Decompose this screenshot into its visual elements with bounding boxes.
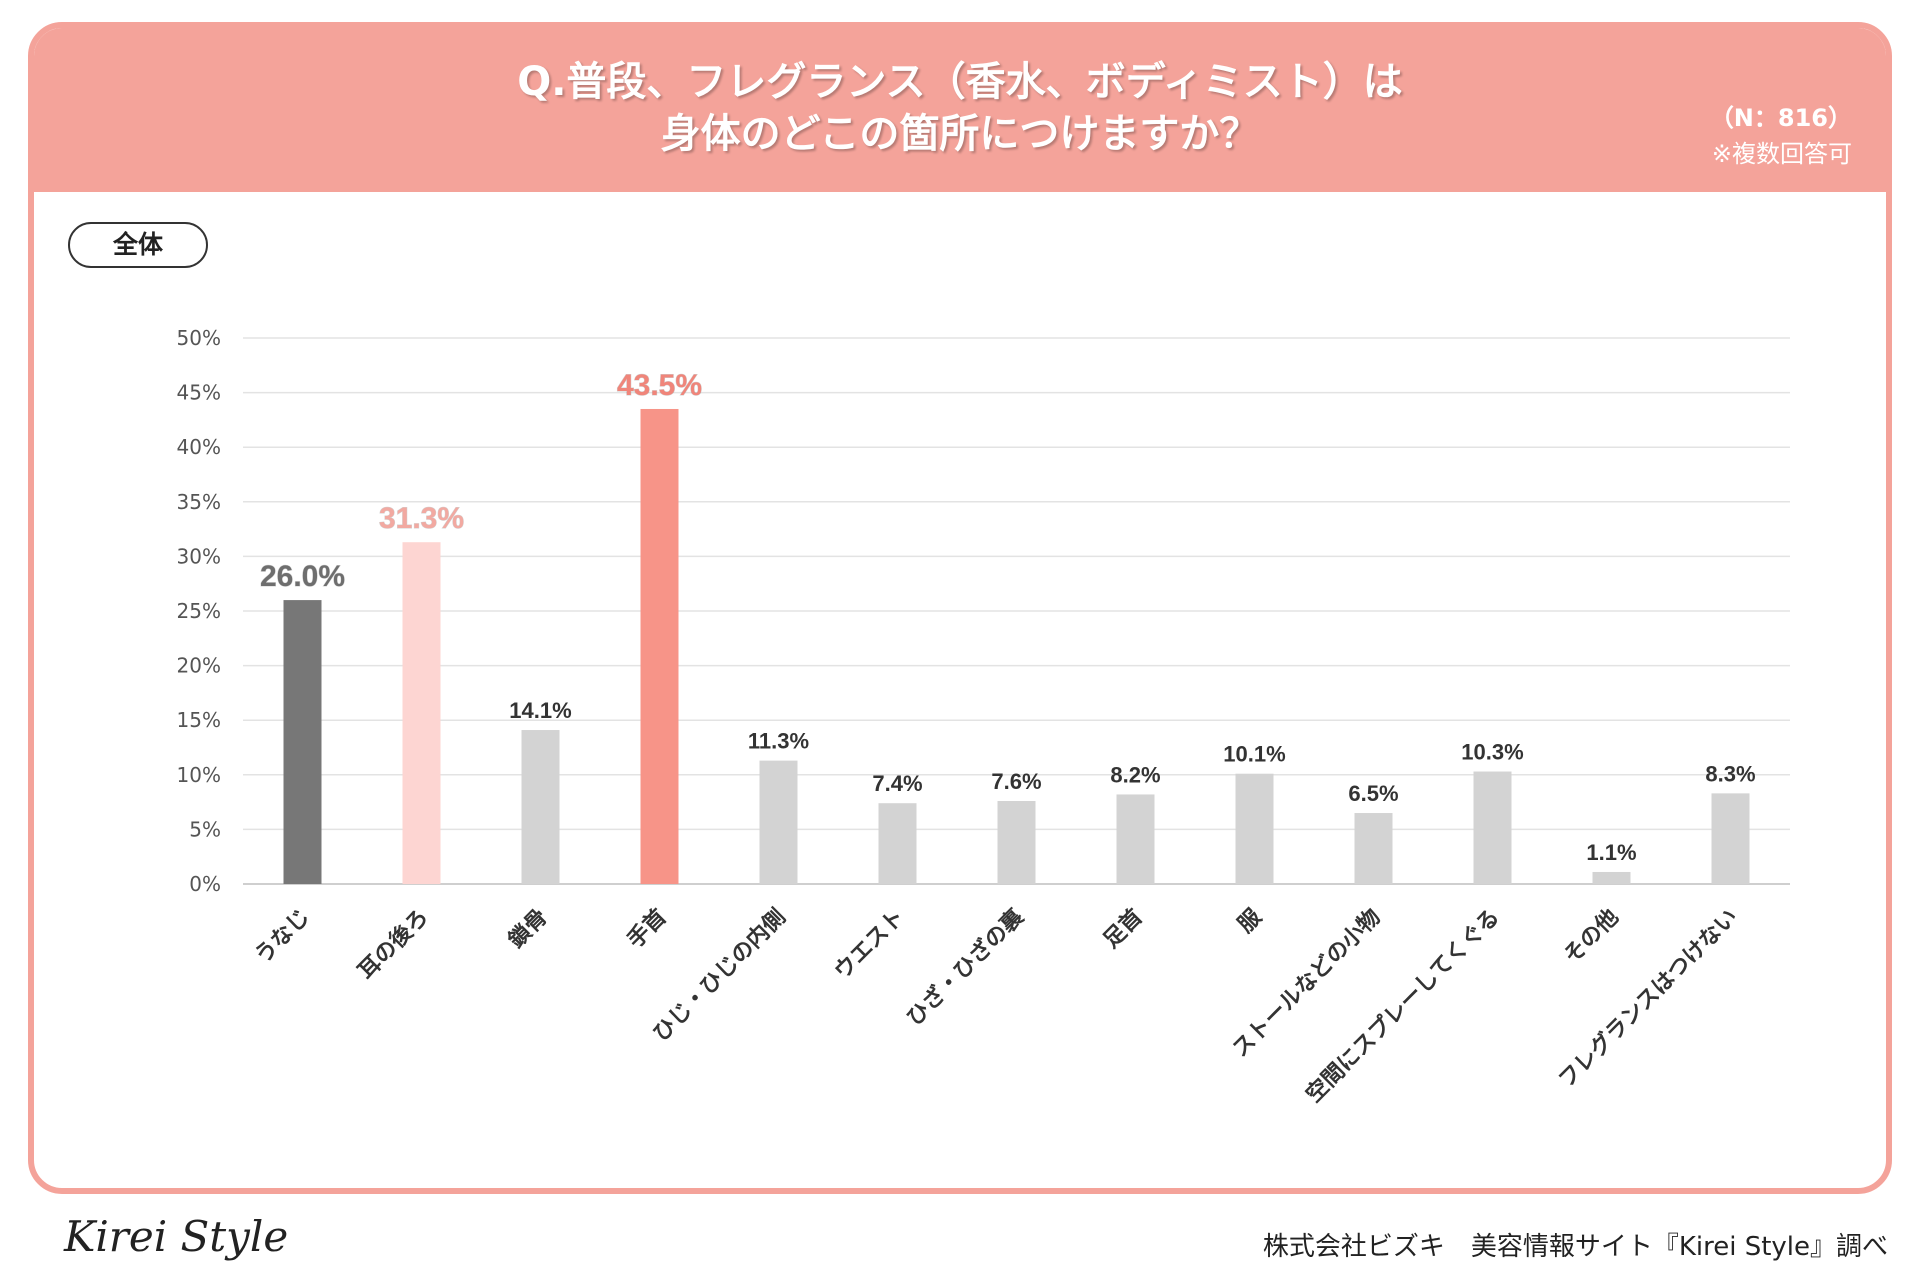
x-tick-label: 手首 — [622, 904, 672, 954]
source-credit: 株式会社ビズキ 美容情報サイト『Kirei Style』調べ — [1262, 1232, 1888, 1262]
sample-size-label: （N：816） — [1709, 104, 1852, 132]
data-label: 7.6% — [991, 769, 1041, 794]
bar — [1473, 771, 1512, 884]
data-label: 1.1% — [1586, 840, 1636, 865]
bar — [1592, 871, 1631, 884]
x-tick-label: 足首 — [1098, 904, 1148, 954]
data-label: 14.1% — [509, 698, 571, 723]
y-tick-label: 30% — [177, 544, 221, 568]
bar — [283, 600, 322, 884]
y-tick-label: 15% — [177, 708, 221, 732]
question-title: Q.普段、フレグランス（香水、ボディミスト）は 身体のどこの箇所につけますか？ — [34, 56, 1886, 160]
bar — [997, 801, 1036, 884]
data-label: 31.3% — [379, 502, 464, 535]
survey-card: Q.普段、フレグランス（香水、ボディミスト）は 身体のどこの箇所につけますか？ … — [28, 22, 1892, 1194]
data-label: 43.5% — [617, 369, 702, 402]
bar — [402, 542, 441, 884]
bar — [1116, 794, 1155, 884]
x-tick-label: 耳の後ろ — [353, 904, 434, 985]
y-tick-label: 45% — [177, 381, 221, 405]
data-label: 8.3% — [1705, 761, 1755, 786]
y-tick-label: 10% — [177, 763, 221, 787]
data-label: 8.2% — [1110, 762, 1160, 787]
y-tick-label: 40% — [177, 435, 221, 459]
bar — [1711, 793, 1750, 884]
x-tick-label: 空間にスプレーしてくぐる — [1301, 904, 1505, 1108]
y-tick-label: 25% — [177, 599, 221, 623]
y-tick-label: 50% — [177, 326, 221, 350]
y-tick-label: 5% — [189, 817, 221, 841]
x-tick-label: ひざ・ひざの裏 — [901, 903, 1029, 1031]
x-tick-label: 服 — [1233, 904, 1267, 938]
title-line-1: Q.普段、フレグランス（香水、ボディミスト）は — [517, 59, 1403, 105]
kirei-style-logo: Kirei Style — [64, 1212, 289, 1261]
y-tick-label: 35% — [177, 490, 221, 514]
data-label: 26.0% — [260, 560, 345, 593]
y-tick-label: 0% — [189, 872, 221, 896]
data-label: 7.4% — [872, 771, 922, 796]
header-banner: Q.普段、フレグランス（香水、ボディミスト）は 身体のどこの箇所につけますか？ … — [34, 28, 1886, 192]
bar — [1235, 773, 1274, 884]
bar — [521, 730, 560, 884]
bar — [1354, 813, 1393, 884]
bar — [878, 803, 917, 884]
title-line-2: 身体のどこの箇所につけますか？ — [660, 111, 1260, 157]
x-tick-label: ひじ・ひじの内側 — [649, 905, 791, 1047]
multiple-answer-note: ※複数回答可 — [1711, 140, 1852, 168]
x-tick-label: 鎖骨 — [503, 904, 553, 954]
data-label: 10.1% — [1223, 742, 1285, 767]
x-tick-label: うなじ — [250, 905, 314, 969]
data-label: 6.5% — [1348, 781, 1398, 806]
x-tick-label: その他 — [1559, 905, 1623, 969]
x-tick-label: ウエスト — [830, 905, 910, 985]
segment-pill: 全体 — [68, 222, 208, 268]
data-label: 10.3% — [1461, 740, 1523, 765]
bar — [640, 408, 679, 884]
y-tick-label: 20% — [177, 654, 221, 678]
data-label: 11.3% — [748, 729, 809, 754]
bar — [759, 760, 798, 884]
